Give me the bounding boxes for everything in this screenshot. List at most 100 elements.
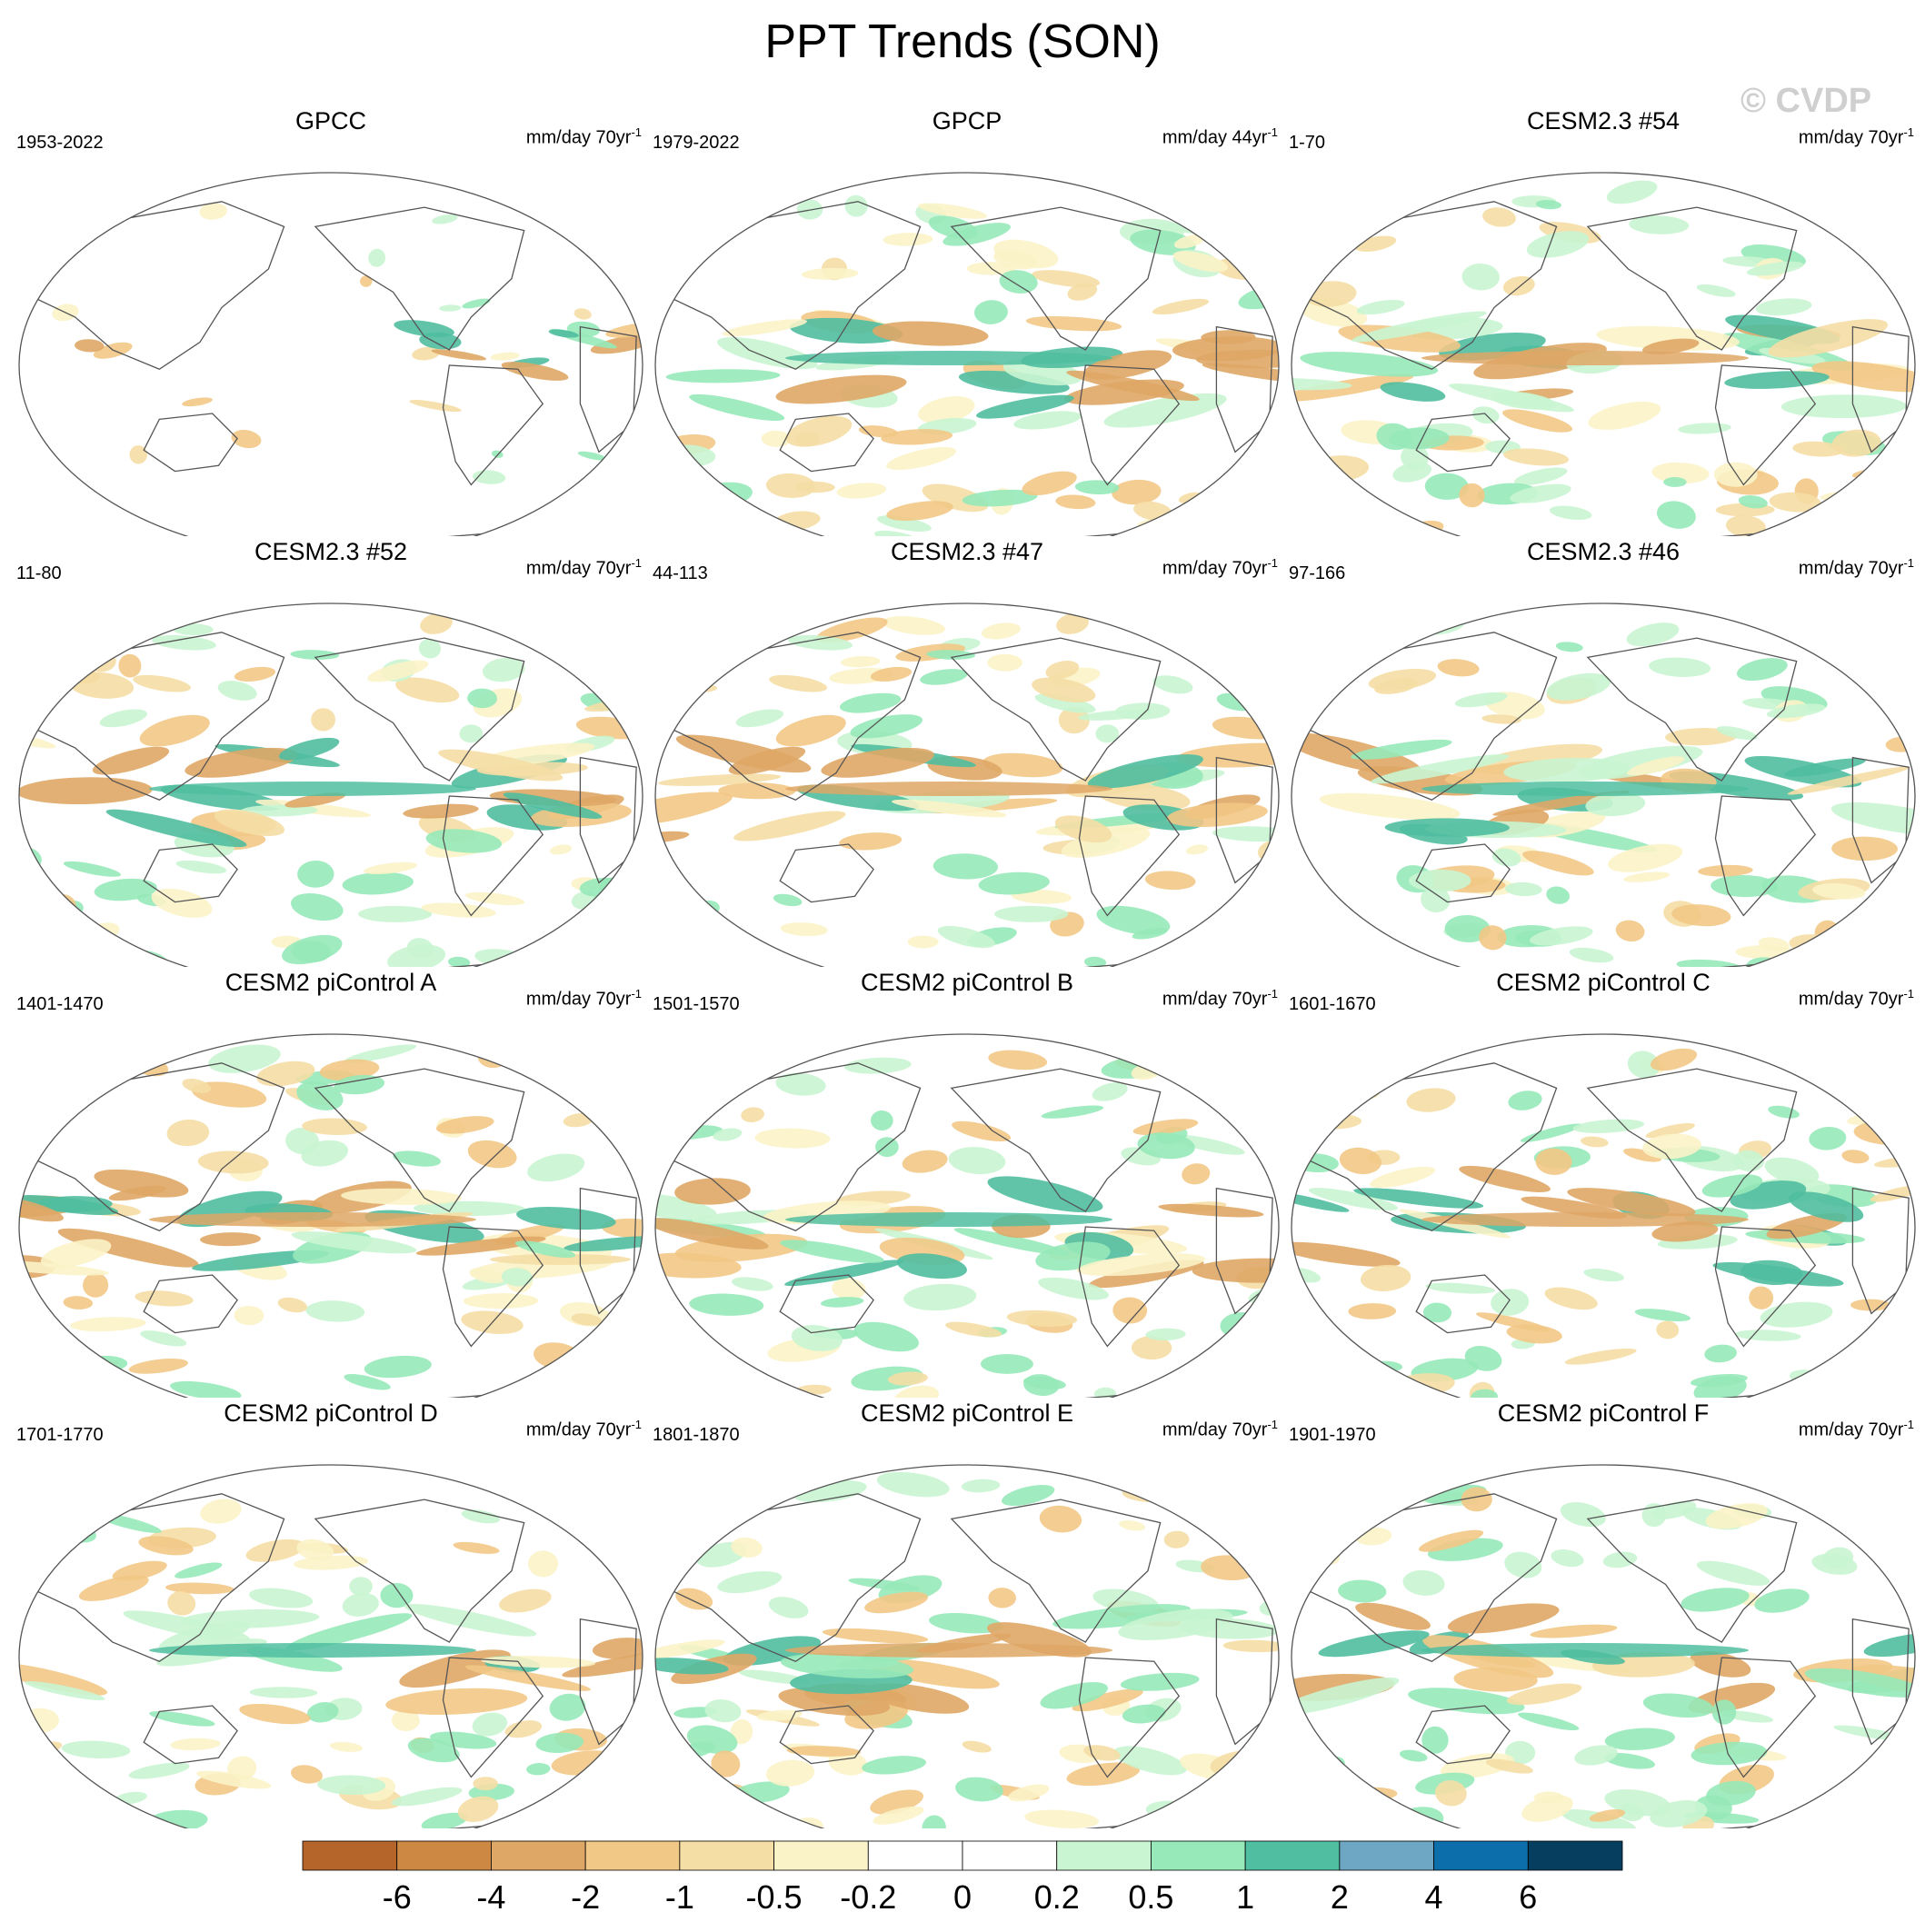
map-border — [654, 603, 1280, 967]
coastline — [1415, 843, 1511, 903]
trend-patch — [689, 1293, 764, 1316]
trend-patch — [1841, 1798, 1868, 1822]
map-panel: CESM2.3 #47 44-113 mm/day 70yr-1 — [649, 536, 1285, 967]
trend-patch — [922, 1815, 946, 1828]
trend-patch — [1095, 724, 1120, 743]
trend-patch — [978, 871, 1050, 895]
trend-patch — [1022, 471, 1077, 496]
trend-patch — [1351, 311, 1487, 343]
coastline — [1714, 1226, 1817, 1348]
trend-patch — [128, 1762, 190, 1779]
trend-patch — [731, 1537, 763, 1558]
trend-patch — [1132, 1119, 1199, 1136]
panel-units: mm/day 70yr-1 — [1798, 556, 1914, 579]
trend-patch — [1241, 1098, 1279, 1111]
trend-patch — [1130, 229, 1196, 255]
coastline — [1415, 413, 1511, 473]
trend-patch — [1583, 1268, 1625, 1282]
trend-patch — [432, 214, 458, 224]
trend-patch — [463, 1293, 539, 1310]
coastline — [442, 1226, 544, 1348]
trend-patch — [1853, 643, 1884, 671]
trend-patch — [571, 1313, 603, 1326]
trend-patch — [1454, 692, 1508, 708]
trend-patch — [689, 393, 785, 422]
trend-patch — [231, 430, 262, 449]
trend-patch — [754, 1128, 831, 1149]
trend-patch — [1118, 1519, 1146, 1531]
trend-patch — [1002, 1485, 1055, 1507]
trend-patch — [784, 1260, 904, 1287]
trend-patch — [453, 1541, 500, 1554]
coastline — [1215, 1618, 1273, 1746]
trend-patch — [317, 1775, 386, 1796]
trend-patch — [1746, 261, 1804, 276]
map-border — [654, 172, 1280, 536]
trend-patch — [1292, 732, 1421, 776]
trend-patch — [1292, 1761, 1329, 1788]
trend-patch — [903, 1283, 977, 1311]
trend-patch — [75, 339, 105, 353]
trend-patch — [368, 248, 386, 267]
trend-patch — [1166, 802, 1268, 827]
trend-patch — [1389, 427, 1450, 450]
trend-patch — [1254, 1782, 1279, 1798]
trend-patch — [1163, 1530, 1190, 1549]
trend-patch — [419, 332, 462, 350]
trend-patch — [902, 1150, 948, 1173]
panel-units: mm/day 70yr-1 — [1798, 1418, 1914, 1440]
trend-patch — [1530, 926, 1593, 946]
trend-patch — [1849, 1664, 1915, 1697]
trend-patch — [302, 1118, 367, 1136]
trend-patch — [778, 1687, 891, 1717]
trend-patch — [1503, 448, 1569, 466]
trend-patch — [1006, 1310, 1078, 1327]
trend-patch — [1471, 1389, 1499, 1398]
trend-patch — [1137, 1132, 1195, 1160]
trend-patch — [63, 861, 122, 877]
colorbar-swatch — [491, 1840, 586, 1871]
trend-patch — [1292, 521, 1348, 533]
trend-patch — [1332, 622, 1394, 634]
trend-patch — [465, 891, 525, 906]
colorbar-swatch — [584, 1840, 681, 1871]
trend-patch — [19, 1361, 40, 1379]
trend-patch — [1087, 754, 1203, 789]
trend-patch — [24, 1786, 82, 1802]
trend-patch — [1054, 815, 1112, 843]
trend-patch — [277, 1297, 308, 1313]
trend-patch — [128, 1359, 188, 1374]
trend-patch — [1347, 1787, 1398, 1801]
trend-patch — [768, 1597, 809, 1618]
trend-patch — [1459, 483, 1485, 508]
coastline — [779, 413, 874, 473]
trend-patch — [1764, 1157, 1820, 1185]
coastline — [670, 1493, 922, 1662]
trend-patch — [730, 617, 786, 629]
trend-patch — [1447, 1603, 1560, 1634]
trend-patch — [713, 1128, 743, 1141]
coastline — [34, 1493, 285, 1662]
trend-patch — [1292, 1190, 1350, 1212]
trend-patch — [1649, 657, 1711, 677]
trend-patch — [687, 953, 735, 967]
trend-patch — [1292, 1775, 1307, 1797]
trend-patch — [1581, 1136, 1609, 1148]
trend-patch — [167, 1590, 196, 1616]
trend-patch — [1871, 908, 1915, 921]
trend-patch — [118, 653, 142, 678]
trend-patch — [982, 752, 1063, 778]
trend-patch — [1642, 1693, 1714, 1718]
trend-patch — [853, 1321, 919, 1352]
panel-title: CESM2.3 #54 — [1526, 107, 1681, 134]
trend-patch — [1233, 1532, 1279, 1547]
trend-patch — [1820, 632, 1848, 652]
trend-patch — [344, 1374, 391, 1390]
trend-patch — [1300, 1778, 1328, 1790]
trend-patch — [1380, 382, 1446, 402]
coastline — [579, 1618, 637, 1746]
trend-patch — [1676, 959, 1742, 967]
trend-patch — [926, 650, 976, 660]
trend-patch — [1567, 1188, 1696, 1217]
trend-patch — [886, 447, 957, 471]
